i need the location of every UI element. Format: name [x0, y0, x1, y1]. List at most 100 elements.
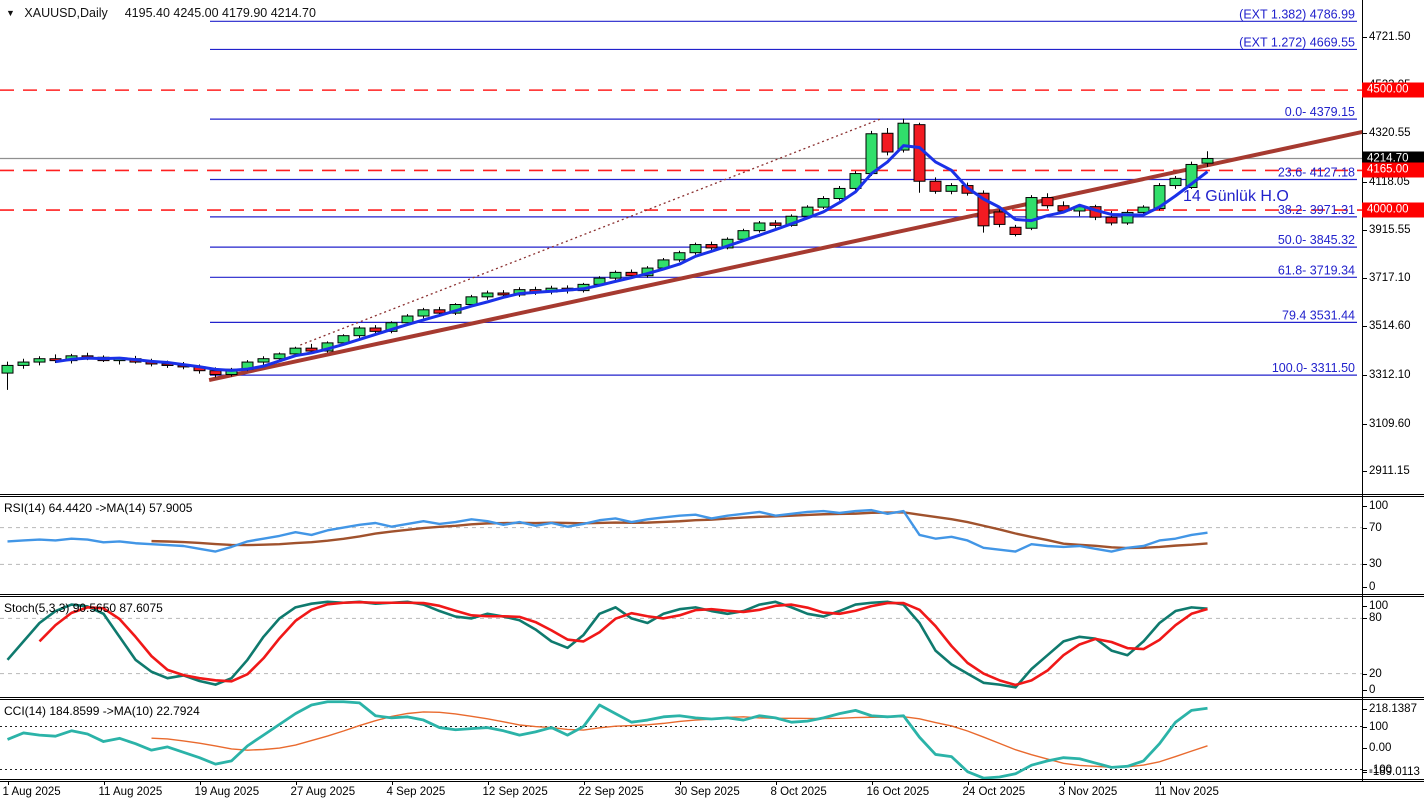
ma-annotation-text: 14 Günlük H.O	[1183, 188, 1289, 205]
candle-bullish	[1025, 197, 1038, 229]
indicator-tick-mark	[1362, 673, 1367, 675]
pane-separator[interactable]	[0, 697, 1424, 698]
candle-bullish	[609, 271, 622, 279]
candle-bearish	[305, 347, 318, 352]
uptrend-line	[208, 129, 1362, 383]
fibonacci-level-label: 50.0- 3845.32	[1278, 233, 1355, 247]
price-tick-label: 3514.60	[1369, 320, 1411, 333]
time-tick-mark	[1159, 781, 1161, 785]
price-marker-level: 4000.00	[1362, 202, 1424, 218]
candle-bullish	[833, 187, 846, 200]
candle-bullish	[753, 222, 766, 232]
candle-bullish	[417, 309, 430, 317]
time-tick-mark	[103, 781, 105, 785]
fibonacci-level-label: (EXT 1.272) 4669.55	[1239, 35, 1355, 49]
cci-indicator-pane[interactable]	[0, 700, 1362, 779]
candle-bullish	[1201, 158, 1214, 164]
rsi-indicator-pane[interactable]	[0, 497, 1362, 594]
candle-bullish	[33, 358, 46, 363]
time-tick-mark	[967, 781, 969, 785]
indicator-tick-label: 80	[1369, 612, 1382, 625]
candle-bearish	[369, 327, 382, 332]
pane-separator[interactable]	[0, 594, 1424, 595]
candle-bullish	[1121, 211, 1134, 224]
symbol-dropdown-arrow[interactable]: ▼	[6, 8, 15, 18]
candle-bullish	[257, 358, 270, 363]
price-axis-border	[1362, 0, 1363, 781]
pane-separator[interactable]	[0, 699, 1424, 700]
indicator-tick-label: 70	[1369, 521, 1382, 534]
indicator-tick-mark	[1362, 726, 1367, 728]
fibonacci-level-label: 100.0- 3311.50	[1272, 361, 1355, 375]
indicator-tick-mark	[1362, 606, 1367, 607]
indicator-tick-mark	[1362, 618, 1367, 620]
stoch-label: Stoch(5,3,3) 90.5650 87.6075	[4, 601, 163, 615]
time-tick-mark	[391, 781, 393, 785]
candle-bullish	[1169, 177, 1182, 187]
indicator-tick-mark	[1362, 748, 1367, 749]
price-axis[interactable]: 4721.504523.054320.554118.053915.553717.…	[1363, 0, 1424, 781]
dotted-trendline	[300, 117, 883, 346]
pane-separator[interactable]	[0, 494, 1424, 495]
price-marker-level: 4500.00	[1362, 82, 1424, 98]
price-tick-label: 3915.55	[1369, 224, 1411, 237]
price-tick-label: 3109.60	[1369, 417, 1411, 430]
time-tick-mark	[871, 781, 873, 785]
indicator-tick-label: 100	[1369, 600, 1389, 612]
candle-bullish	[1, 364, 14, 374]
indicator-tick-mark	[1362, 527, 1367, 529]
candle-bearish	[929, 180, 942, 192]
candle-bullish	[897, 122, 910, 151]
pane-separator[interactable]	[0, 596, 1424, 597]
candle-bearish	[881, 132, 894, 153]
indicator-tick-label: -100	[1369, 763, 1393, 776]
time-tick-label: 12 Sep 2025	[482, 786, 548, 798]
candle-bullish	[289, 347, 302, 355]
price-tick-label: 2911.15	[1369, 465, 1410, 478]
time-tick-label: 1 Aug 2025	[2, 786, 61, 798]
candle-bearish	[705, 244, 718, 249]
candle-bearish	[625, 271, 638, 277]
price-tick-mark	[1362, 374, 1367, 376]
fibonacci-level-label: 0.0- 4379.15	[1285, 105, 1355, 119]
candle-bearish	[1041, 197, 1054, 207]
indicator-tick-label: 0	[1369, 684, 1376, 696]
time-tick-label: 8 Oct 2025	[770, 786, 827, 798]
time-tick-label: 3 Nov 2025	[1058, 786, 1118, 798]
time-axis-border	[0, 781, 1424, 782]
indicator-tick-label: 218.1387	[1369, 703, 1417, 715]
time-tick-label: 30 Sep 2025	[674, 786, 740, 798]
time-tick-label: 27 Aug 2025	[290, 786, 356, 798]
time-tick-label: 4 Sep 2025	[386, 786, 446, 798]
candle-bearish	[433, 309, 446, 314]
rsi-label: RSI(14) 64.4420 ->MA(14) 57.9005	[4, 501, 193, 515]
indicator-tick-mark	[1362, 772, 1367, 773]
main-price-chart[interactable]: (EXT 1.382) 4786.99 (EXT 1.272) 4669.55 0.…	[0, 0, 1362, 494]
candle-bullish	[817, 198, 830, 208]
candle-bullish	[945, 185, 958, 192]
candle-bullish	[465, 296, 478, 306]
fibonacci-level-label: 23.6- 4127.18	[1278, 166, 1355, 180]
candle-bullish	[353, 327, 366, 337]
symbol-period-label: XAUUSD,Daily	[24, 6, 108, 20]
rsi-ma-line	[151, 511, 1208, 550]
price-marker-current: 4214.70	[1362, 151, 1424, 167]
stochastic-indicator-pane[interactable]	[0, 597, 1362, 697]
time-tick-label: 24 Oct 2025	[962, 786, 1026, 798]
time-tick-label: 16 Oct 2025	[866, 786, 930, 798]
pane-separator[interactable]	[0, 496, 1424, 497]
time-tick-label: 11 Nov 2025	[1154, 786, 1219, 798]
time-axis-border	[0, 779, 1424, 780]
indicator-tick-label: 0.00	[1369, 742, 1392, 754]
price-tick-mark	[1362, 181, 1367, 183]
cci-ma-line	[151, 711, 1208, 769]
time-tick-label: 11 Aug 2025	[98, 786, 163, 798]
indicator-tick-mark	[1362, 506, 1367, 507]
candle-bullish	[865, 133, 878, 175]
candle-bullish	[1137, 206, 1150, 213]
price-tick-label: 4721.50	[1369, 31, 1411, 43]
stoch-d-line	[38, 600, 1208, 687]
indicator-tick-label: 20	[1369, 667, 1382, 680]
price-tick-mark	[1362, 37, 1367, 38]
